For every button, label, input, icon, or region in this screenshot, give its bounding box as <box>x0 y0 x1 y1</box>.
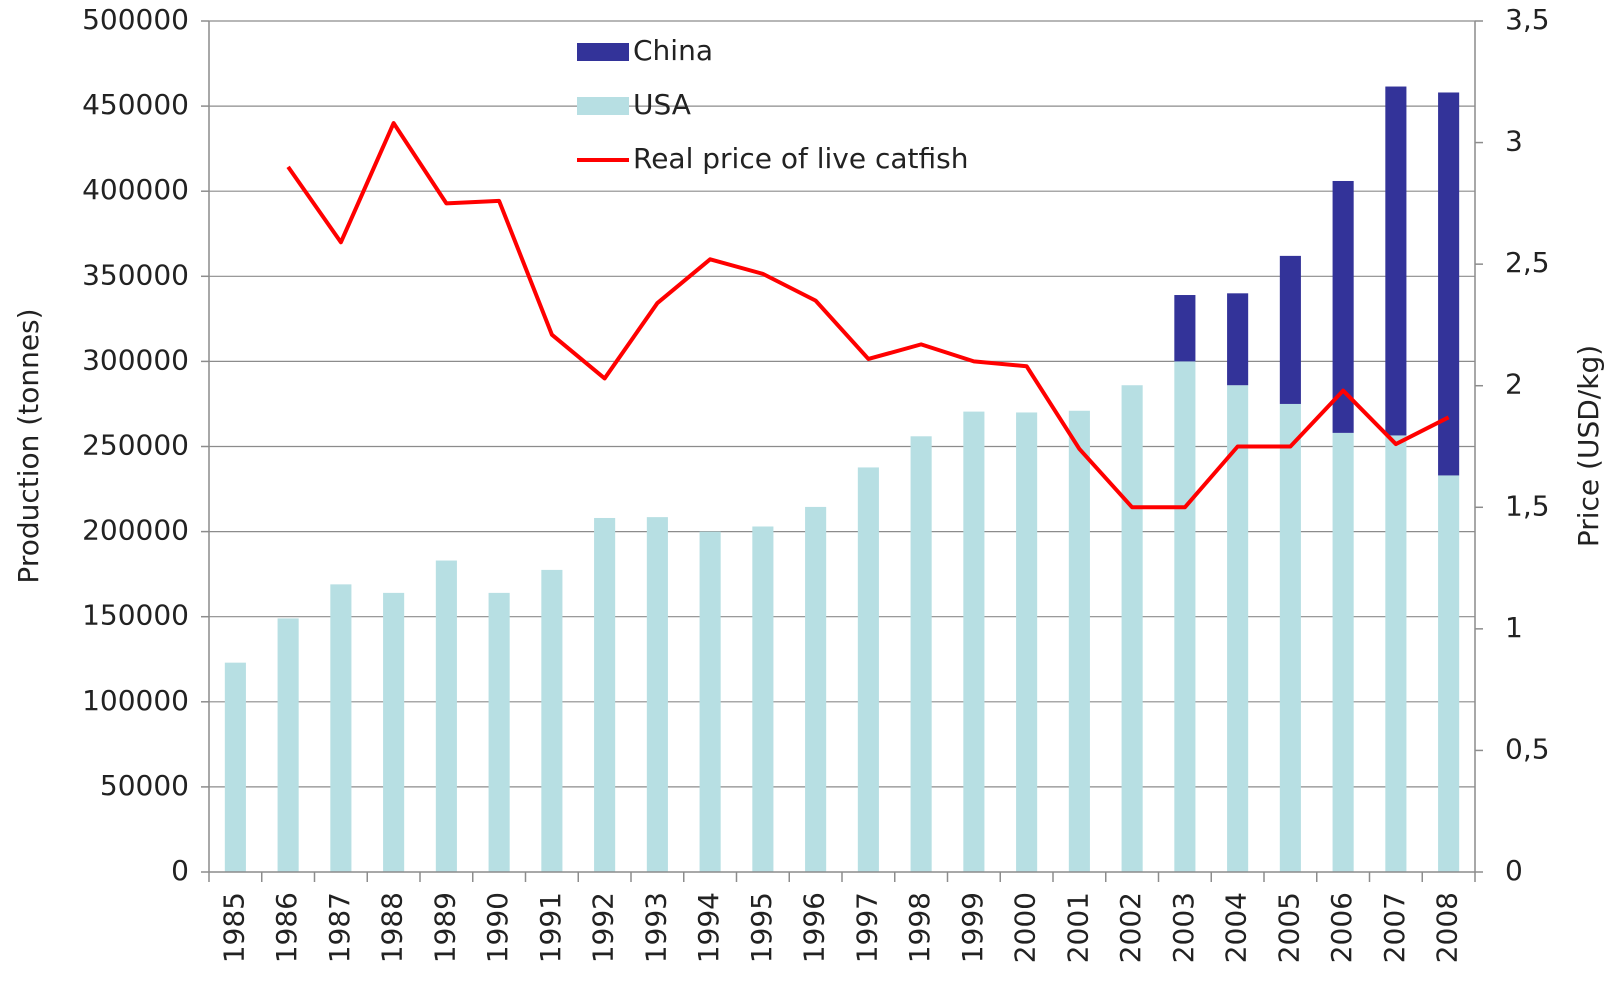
bar <box>1332 432 1354 872</box>
bar <box>541 569 563 872</box>
x-tick-label: 2002 <box>1114 892 1147 963</box>
bar <box>1279 403 1301 872</box>
x-tick-label: 2005 <box>1272 892 1305 963</box>
y2-tick-label: 2,5 <box>1505 246 1550 279</box>
y2-tick-label: 3 <box>1505 125 1523 158</box>
bar <box>1227 293 1249 386</box>
legend: China USA Real price of live catfish <box>577 34 969 175</box>
bar <box>646 517 668 872</box>
bar <box>910 436 932 872</box>
x-tick-label: 1999 <box>956 892 989 963</box>
y-tick-label: 50000 <box>100 769 189 802</box>
bar <box>963 411 985 872</box>
bar <box>1385 435 1407 872</box>
x-tick-label: 2008 <box>1431 892 1464 963</box>
y2-axis-label: Price (USD/kg) <box>1572 345 1605 547</box>
x-tick-label: 1997 <box>850 892 883 963</box>
y-tick-label: 450000 <box>82 88 189 121</box>
y-tick-label: 400000 <box>82 173 189 206</box>
bar <box>488 592 510 872</box>
y2-tick-label: 0,5 <box>1505 732 1550 765</box>
bar <box>330 584 352 872</box>
y2-tick-label: 1 <box>1505 611 1523 644</box>
bar <box>1174 361 1196 872</box>
y-axis-label: Production (tonnes) <box>12 308 45 583</box>
bar <box>752 526 774 872</box>
x-tick-label: 2007 <box>1378 892 1411 963</box>
y-tick-label: 250000 <box>82 429 189 462</box>
legend-swatch <box>577 43 629 61</box>
x-tick-label: 1994 <box>692 892 725 963</box>
bar <box>1016 412 1038 872</box>
x-tick-label: 1995 <box>745 892 778 963</box>
bar <box>1279 255 1301 404</box>
x-tick-label: 1998 <box>903 892 936 963</box>
legend-swatch <box>577 97 629 115</box>
bar <box>857 467 879 872</box>
y-tick-label: 350000 <box>82 258 189 291</box>
legend-label: Real price of live catfish <box>633 142 969 175</box>
x-tick-label: 2001 <box>1061 892 1094 963</box>
x-tick-label: 1989 <box>428 892 461 963</box>
y2-tick-label: 2 <box>1505 368 1523 401</box>
legend-label: China <box>633 34 713 67</box>
bar <box>1227 385 1249 872</box>
x-tick-label: 1992 <box>587 892 620 963</box>
bar <box>1068 410 1090 872</box>
x-tick-label: 1985 <box>217 892 250 963</box>
bar <box>1438 475 1460 872</box>
bar <box>699 531 721 872</box>
bar <box>1332 180 1354 433</box>
y-tick-label: 100000 <box>82 684 189 717</box>
bar <box>1121 385 1143 872</box>
x-tick-label: 1987 <box>323 892 356 963</box>
x-tick-label: 1988 <box>376 892 409 963</box>
y-tick-label: 500000 <box>82 3 189 36</box>
x-tick-label: 2004 <box>1220 892 1253 963</box>
x-tick-label: 2003 <box>1167 892 1200 963</box>
x-tick-label: 1991 <box>534 892 567 963</box>
y-tick-label: 300000 <box>82 343 189 376</box>
y-tick-label: 200000 <box>82 514 189 547</box>
x-tick-label: 1996 <box>798 892 831 963</box>
bar <box>594 517 616 872</box>
y-tick-label: 150000 <box>82 599 189 632</box>
bar <box>277 618 299 872</box>
bar <box>1174 295 1196 362</box>
bar <box>1385 86 1407 436</box>
y-tick-label: 0 <box>171 854 189 887</box>
y2-tick-label: 3,5 <box>1505 3 1550 36</box>
bar <box>1438 92 1460 476</box>
bar <box>805 506 827 872</box>
y2-tick-label: 0 <box>1505 854 1523 887</box>
bar <box>224 662 246 872</box>
bar <box>383 592 405 872</box>
x-tick-label: 1993 <box>639 892 672 963</box>
price-line <box>286 121 1450 510</box>
x-tick-label: 2006 <box>1325 892 1358 963</box>
x-tick-label: 2000 <box>1009 892 1042 963</box>
x-tick-label: 1990 <box>481 892 514 963</box>
legend-label: USA <box>633 88 691 121</box>
bar <box>435 560 457 872</box>
y2-tick-label: 1,5 <box>1505 489 1550 522</box>
x-tick-label: 1986 <box>270 892 303 963</box>
